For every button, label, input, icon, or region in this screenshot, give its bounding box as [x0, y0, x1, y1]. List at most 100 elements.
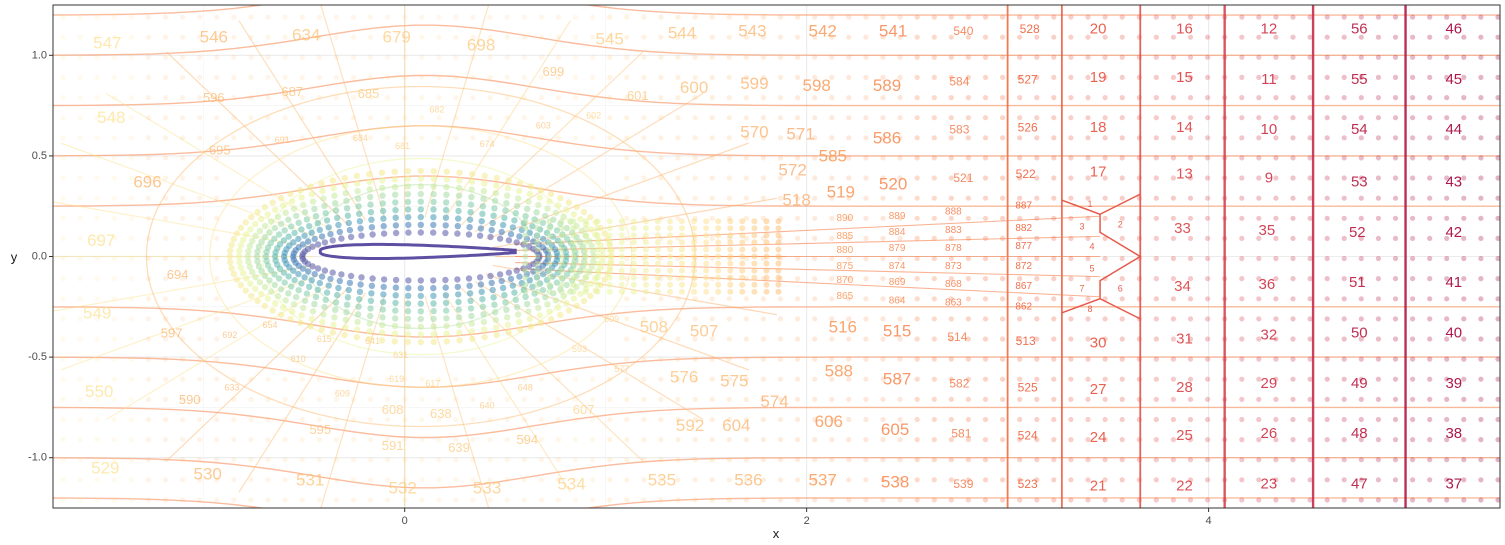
mesh-point: [470, 14, 476, 20]
mesh-point: [1495, 376, 1500, 382]
mesh-point: [546, 232, 553, 239]
cell-label: 571: [786, 124, 814, 143]
mesh-point: [1427, 215, 1433, 221]
mesh-point: [948, 195, 954, 201]
mesh-point: [553, 227, 561, 234]
mesh-point: [1239, 255, 1245, 262]
mesh-point: [709, 356, 715, 362]
mesh-point: [1085, 175, 1091, 181]
mesh-point: [277, 286, 285, 293]
mesh-point: [726, 255, 732, 262]
mesh-point: [453, 396, 459, 402]
mesh-point: [1478, 155, 1484, 161]
mesh-point: [1000, 457, 1006, 463]
mesh-point: [300, 304, 307, 312]
mesh-point: [111, 336, 117, 342]
cell-label: 11: [1261, 71, 1277, 88]
mesh-point: [1205, 296, 1211, 302]
mesh-point: [513, 267, 520, 274]
mesh-point: [1444, 276, 1450, 282]
mesh-point: [1461, 155, 1467, 161]
mesh-point: [948, 396, 954, 402]
mesh-point: [829, 276, 835, 282]
mesh-point: [1324, 497, 1330, 503]
mesh-point: [145, 296, 152, 302]
mesh-point: [1290, 416, 1296, 423]
mesh-point: [1051, 416, 1057, 423]
mesh-point: [470, 54, 476, 60]
mesh-point: [760, 255, 767, 262]
mesh-point: [1461, 235, 1467, 241]
mesh-point: [743, 356, 750, 362]
mesh-point: [1205, 457, 1211, 463]
mesh-point: [237, 242, 244, 249]
mesh-point: [1051, 135, 1057, 141]
mesh-point: [282, 396, 288, 402]
mesh-point: [318, 233, 326, 240]
mesh-point: [965, 135, 972, 141]
mesh-point: [863, 34, 869, 40]
mesh-point: [1119, 477, 1125, 483]
mesh-point: [658, 175, 664, 181]
mesh-point: [812, 74, 818, 80]
mesh-point: [504, 314, 511, 321]
cell-label: 582: [949, 376, 969, 390]
mesh-point: [1256, 235, 1262, 241]
mesh-point: [1017, 416, 1023, 423]
mesh-point: [1324, 416, 1330, 423]
mesh-point: [897, 255, 903, 262]
mesh-point: [128, 296, 134, 302]
mesh-point: [1290, 175, 1296, 181]
mesh-point: [846, 155, 852, 161]
mesh-point: [1153, 135, 1159, 141]
mesh-point: [751, 246, 758, 253]
mesh-point: [1068, 54, 1074, 60]
mesh-point: [880, 316, 886, 322]
mesh-point: [726, 155, 732, 161]
cell-label: 890: [836, 213, 853, 224]
mesh-point: [667, 225, 673, 232]
mesh-point: [1478, 356, 1484, 362]
mesh-point: [1000, 437, 1006, 443]
mesh-point: [667, 246, 673, 253]
mesh-point: [369, 275, 376, 282]
mesh-point: [590, 396, 596, 402]
mesh-point: [378, 177, 386, 184]
mesh-line: [460, 51, 644, 226]
mesh-point: [231, 416, 237, 423]
mesh-point: [726, 74, 732, 80]
mesh-point: [1324, 135, 1330, 141]
mesh-point: [350, 34, 357, 40]
mesh-point: [350, 115, 357, 121]
mesh-point: [419, 376, 425, 382]
mesh-point: [319, 187, 326, 195]
mesh-point: [111, 437, 117, 443]
mesh-point: [1461, 396, 1467, 402]
mesh-point: [675, 215, 681, 221]
mesh-point: [228, 241, 235, 248]
mesh-point: [618, 260, 625, 267]
airfoil: [318, 242, 517, 260]
cell-label: 873: [945, 261, 962, 272]
mesh-point: [1392, 336, 1399, 342]
mesh-point: [1222, 74, 1228, 80]
mesh-point: [795, 155, 801, 161]
mesh-point: [1444, 115, 1450, 121]
mesh-point: [1017, 457, 1023, 463]
mesh-point: [111, 54, 117, 60]
mesh-point: [751, 260, 758, 267]
mesh-point: [675, 437, 681, 443]
mesh-point: [1273, 416, 1279, 423]
mesh-point: [1102, 54, 1108, 60]
mesh-point: [1085, 296, 1091, 302]
mesh-point: [231, 457, 237, 463]
mesh-point: [316, 135, 322, 141]
mesh-point: [692, 215, 698, 221]
mesh-point: [607, 497, 613, 503]
mesh-point: [1427, 115, 1433, 121]
mesh-point: [1358, 215, 1364, 221]
mesh-point: [775, 225, 782, 232]
mesh-point: [1222, 155, 1228, 161]
mesh-point: [522, 293, 529, 300]
mesh-point: [334, 214, 341, 222]
